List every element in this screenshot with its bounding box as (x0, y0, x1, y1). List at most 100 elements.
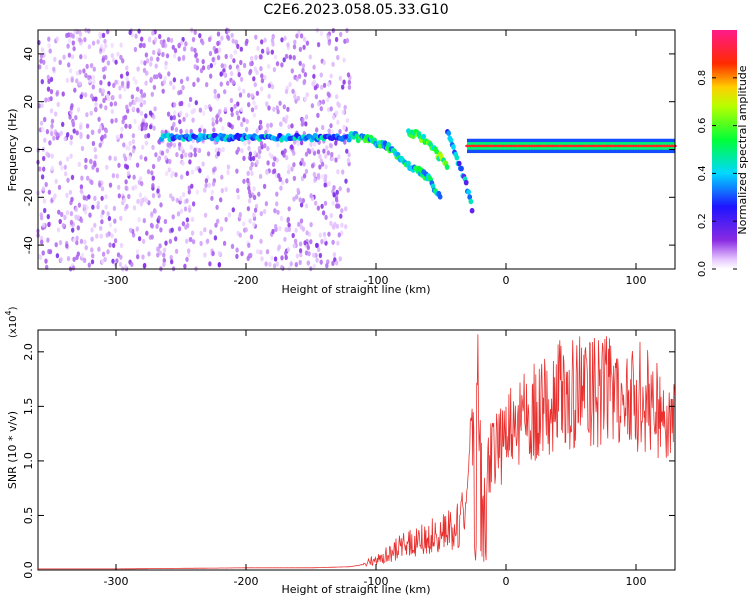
noise-cell (336, 169, 340, 175)
noise-cell (180, 153, 184, 159)
noise-cell (203, 187, 207, 193)
noise-cell (180, 145, 184, 152)
noise-cell (259, 238, 263, 244)
noise-cell (174, 172, 178, 178)
noise-cell (251, 155, 256, 161)
noise-cell (178, 119, 182, 125)
carrier-cell (517, 144, 521, 148)
noise-cell (301, 117, 305, 123)
noise-cell (342, 79, 346, 85)
carrier-cell (543, 144, 547, 148)
noise-cell (148, 36, 152, 42)
noise-cell (293, 39, 297, 45)
noise-cell (141, 254, 145, 260)
noise-cell (137, 236, 142, 242)
noise-cell (304, 151, 309, 157)
noise-cell (138, 43, 143, 49)
noise-cell (210, 189, 214, 195)
carrier-cell (506, 144, 511, 148)
noise-cell (283, 250, 288, 256)
noise-cell (338, 186, 342, 192)
carrier-cell (590, 144, 594, 148)
noise-cell (282, 57, 286, 63)
noise-cell (110, 233, 114, 239)
noise-cell (101, 57, 105, 63)
noise-cell (347, 84, 352, 90)
snr-y-ticks: 0.0 0.5 1.0 1.5 2.0 (22, 343, 675, 579)
carrier-cell (644, 144, 649, 148)
trace-cell (444, 164, 450, 170)
noise-cell (173, 53, 177, 59)
noise-cell (345, 117, 350, 123)
noise-cell (256, 248, 260, 255)
noise-cell (197, 147, 202, 154)
noise-cell (168, 158, 172, 165)
noise-cell (138, 176, 143, 182)
noise-cell (294, 262, 298, 268)
noise-cell (72, 46, 76, 52)
noise-cell (66, 177, 70, 183)
noise-cell (108, 222, 113, 228)
noise-cell (252, 221, 256, 227)
noise-cell (330, 129, 334, 135)
noise-cell (305, 230, 309, 236)
snr-frame (37, 329, 676, 571)
noise-cell (178, 195, 183, 202)
noise-cell (185, 198, 189, 204)
noise-cell (245, 118, 249, 124)
noise-cell (301, 226, 306, 232)
trace-cell (421, 133, 427, 140)
noise-cell (224, 216, 228, 223)
carrier-cell (493, 144, 498, 148)
noise-cell (101, 88, 106, 94)
x-tick-label: 0 (503, 274, 510, 287)
noise-cell (213, 88, 217, 95)
noise-cell (293, 94, 297, 100)
noise-cell (80, 145, 85, 152)
noise-cell (181, 192, 186, 198)
noise-cell (102, 97, 106, 104)
noise-cell (113, 227, 118, 234)
carrier-cell (535, 144, 539, 148)
noise-cell (238, 211, 242, 218)
noise-cell (196, 77, 200, 83)
noise-cell (220, 63, 224, 69)
carrier-cell (618, 144, 623, 148)
noise-cell (247, 92, 251, 98)
noise-cell (171, 44, 175, 50)
noise-cell (242, 88, 246, 94)
noise-cell (49, 89, 54, 95)
noise-cell (223, 89, 227, 95)
noise-cell (122, 197, 127, 203)
noise-cell (318, 252, 323, 259)
noise-cell (113, 101, 118, 107)
noise-cell (45, 129, 50, 135)
noise-cell (219, 226, 224, 232)
carrier-cell (532, 144, 537, 148)
noise-cell (220, 35, 224, 41)
noise-cell (278, 226, 282, 232)
noise-cell (229, 71, 234, 77)
noise-cell (178, 101, 182, 107)
noise-cell (190, 169, 195, 175)
noise-cell (280, 37, 284, 43)
noise-cell (104, 54, 108, 61)
noise-cell (337, 232, 341, 238)
noise-cell (304, 168, 309, 174)
noise-cell (230, 243, 235, 249)
noise-cell (243, 140, 247, 147)
noise-cell (110, 108, 115, 115)
noise-cell (152, 84, 157, 90)
noise-cell (47, 221, 51, 228)
y-tick-label: 2.0 (22, 343, 35, 361)
noise-cell (267, 63, 271, 70)
trace-cell (468, 198, 474, 205)
noise-cell (69, 110, 73, 116)
noise-cell (236, 146, 241, 152)
noise-cell (184, 152, 188, 158)
carrier-cell (525, 144, 529, 148)
noise-cell (202, 128, 207, 134)
carrier-cell (522, 144, 526, 148)
noise-cell (84, 157, 88, 163)
